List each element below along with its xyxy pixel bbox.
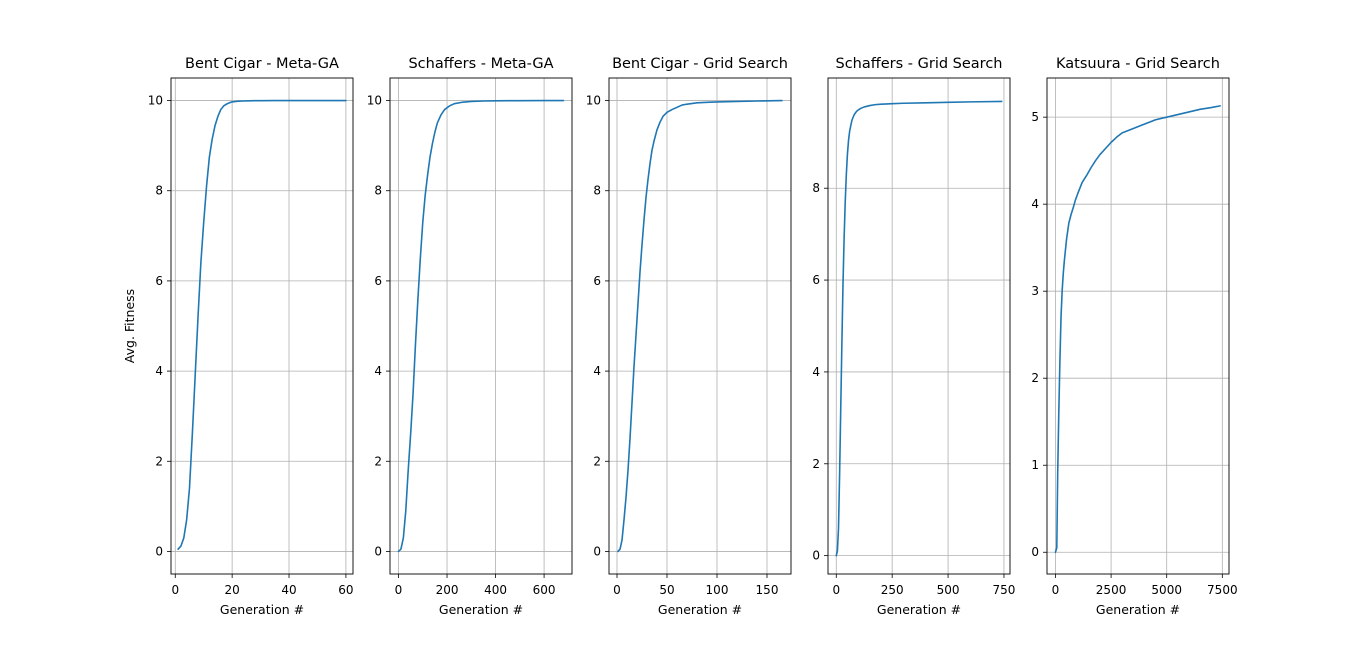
y-tick-label: 8 bbox=[593, 184, 601, 198]
y-tick-label: 6 bbox=[374, 274, 382, 288]
subplot-bent-cigar-grid-search: 0 50 100 150 0 2 4 6 8 10 Bent Cigar - Grid Search… bbox=[586, 56, 792, 617]
y-tick-label: 10 bbox=[367, 94, 382, 108]
y-tick-label: 6 bbox=[593, 274, 601, 288]
x-tick-label: 60 bbox=[338, 583, 353, 597]
series-line bbox=[835, 100, 1003, 557]
y-tick-label: 2 bbox=[1031, 371, 1039, 385]
x-tick-label: 0 bbox=[613, 583, 621, 597]
x-tick-label: 0 bbox=[1052, 583, 1060, 597]
y-tick-label: 6 bbox=[812, 273, 820, 287]
y-tick-label: 2 bbox=[374, 454, 382, 468]
x-tick-label: 50 bbox=[659, 583, 674, 597]
series-line bbox=[397, 99, 565, 553]
x-tick-label: 0 bbox=[832, 583, 840, 597]
y-tick-label: 8 bbox=[374, 184, 382, 198]
x-tick-label: 2500 bbox=[1096, 583, 1127, 597]
y-tick-label: 4 bbox=[593, 364, 601, 378]
grid bbox=[390, 78, 572, 574]
y-tick-label: 0 bbox=[374, 544, 382, 558]
axes-frame bbox=[827, 77, 1011, 575]
y-tick-label: 4 bbox=[812, 365, 820, 379]
subplot-title: Katsuura - Grid Search bbox=[1056, 56, 1220, 72]
x-tick-label: 150 bbox=[756, 583, 779, 597]
x-tick-label: 500 bbox=[937, 583, 960, 597]
y-tick-label: 0 bbox=[1031, 545, 1039, 559]
x-tick-label: 20 bbox=[225, 583, 240, 597]
y-tick-label: 2 bbox=[155, 454, 163, 468]
subplot-title: Bent Cigar - Meta-GA bbox=[185, 56, 339, 72]
subplot-schaffers-grid-search: 0 250 500 750 0 2 4 6 8 Schaffers - Grid Search Ge… bbox=[812, 56, 1015, 617]
axes-frame bbox=[389, 77, 573, 575]
y-tick-label: 3 bbox=[1031, 284, 1039, 298]
subplot-title: Bent Cigar - Grid Search bbox=[612, 56, 788, 72]
x-tick-label: 400 bbox=[484, 583, 507, 597]
y-tick-label: 8 bbox=[155, 184, 163, 198]
y-tick-label: 4 bbox=[1031, 197, 1039, 211]
axes-frame bbox=[608, 77, 792, 575]
x-axis-label: Generation # bbox=[658, 602, 742, 617]
x-axis-label: Generation # bbox=[877, 602, 961, 617]
x-tick-label: 600 bbox=[533, 583, 556, 597]
x-tick-label: 200 bbox=[436, 583, 459, 597]
subplot-schaffers-meta-ga: 0 200 400 600 0 2 4 6 8 10 Schaffers - Meta-GA Gene… bbox=[367, 56, 573, 617]
x-tick-label: 5000 bbox=[1151, 583, 1182, 597]
grid bbox=[609, 78, 791, 574]
y-tick-label: 10 bbox=[586, 94, 601, 108]
x-axis-label: Generation # bbox=[439, 602, 523, 617]
axes-frame bbox=[1046, 77, 1230, 575]
subplot-title: Schaffers - Meta-GA bbox=[408, 56, 553, 72]
y-tick-label: 5 bbox=[1031, 110, 1039, 124]
grid bbox=[828, 78, 1010, 574]
y-tick-label: 2 bbox=[812, 457, 820, 471]
y-tick-label: 2 bbox=[593, 454, 601, 468]
x-axis-label: Generation # bbox=[1096, 602, 1180, 617]
y-tick-label: 0 bbox=[593, 544, 601, 558]
axes-frame bbox=[170, 77, 354, 575]
x-axis-label: Generation # bbox=[220, 602, 304, 617]
grid bbox=[1047, 78, 1229, 574]
y-tick-label: 0 bbox=[155, 544, 163, 558]
x-tick-label: 0 bbox=[171, 583, 179, 597]
series-line bbox=[177, 99, 347, 551]
y-tick-label: 4 bbox=[155, 364, 163, 378]
x-tick-label: 100 bbox=[706, 583, 729, 597]
y-tick-label: 6 bbox=[155, 274, 163, 288]
y-tick-label: 0 bbox=[812, 549, 820, 563]
x-tick-label: 750 bbox=[993, 583, 1016, 597]
y-tick-label: 1 bbox=[1031, 458, 1039, 472]
series-line bbox=[1054, 105, 1221, 554]
y-tick-label: 4 bbox=[374, 364, 382, 378]
subplot-katsuura-grid-search: 0 2500 5000 7500 0 1 2 3 4 5 Katsuura - Grid Searc… bbox=[1031, 56, 1237, 617]
x-tick-label: 7500 bbox=[1207, 583, 1238, 597]
y-tick-label: 8 bbox=[812, 181, 820, 195]
series-line bbox=[617, 99, 783, 553]
subplot-bent-cigar-meta-ga: 0 20 40 60 0 2 4 6 8 10 Bent Cigar - Meta-GA Genera… bbox=[122, 56, 354, 617]
y-tick-label: 10 bbox=[148, 94, 163, 108]
x-tick-label: 40 bbox=[281, 583, 296, 597]
x-tick-label: 0 bbox=[395, 583, 403, 597]
x-tick-label: 250 bbox=[881, 583, 904, 597]
y-axis-label: Avg. Fitness bbox=[122, 289, 137, 363]
subplot-title: Schaffers - Grid Search bbox=[836, 56, 1003, 72]
